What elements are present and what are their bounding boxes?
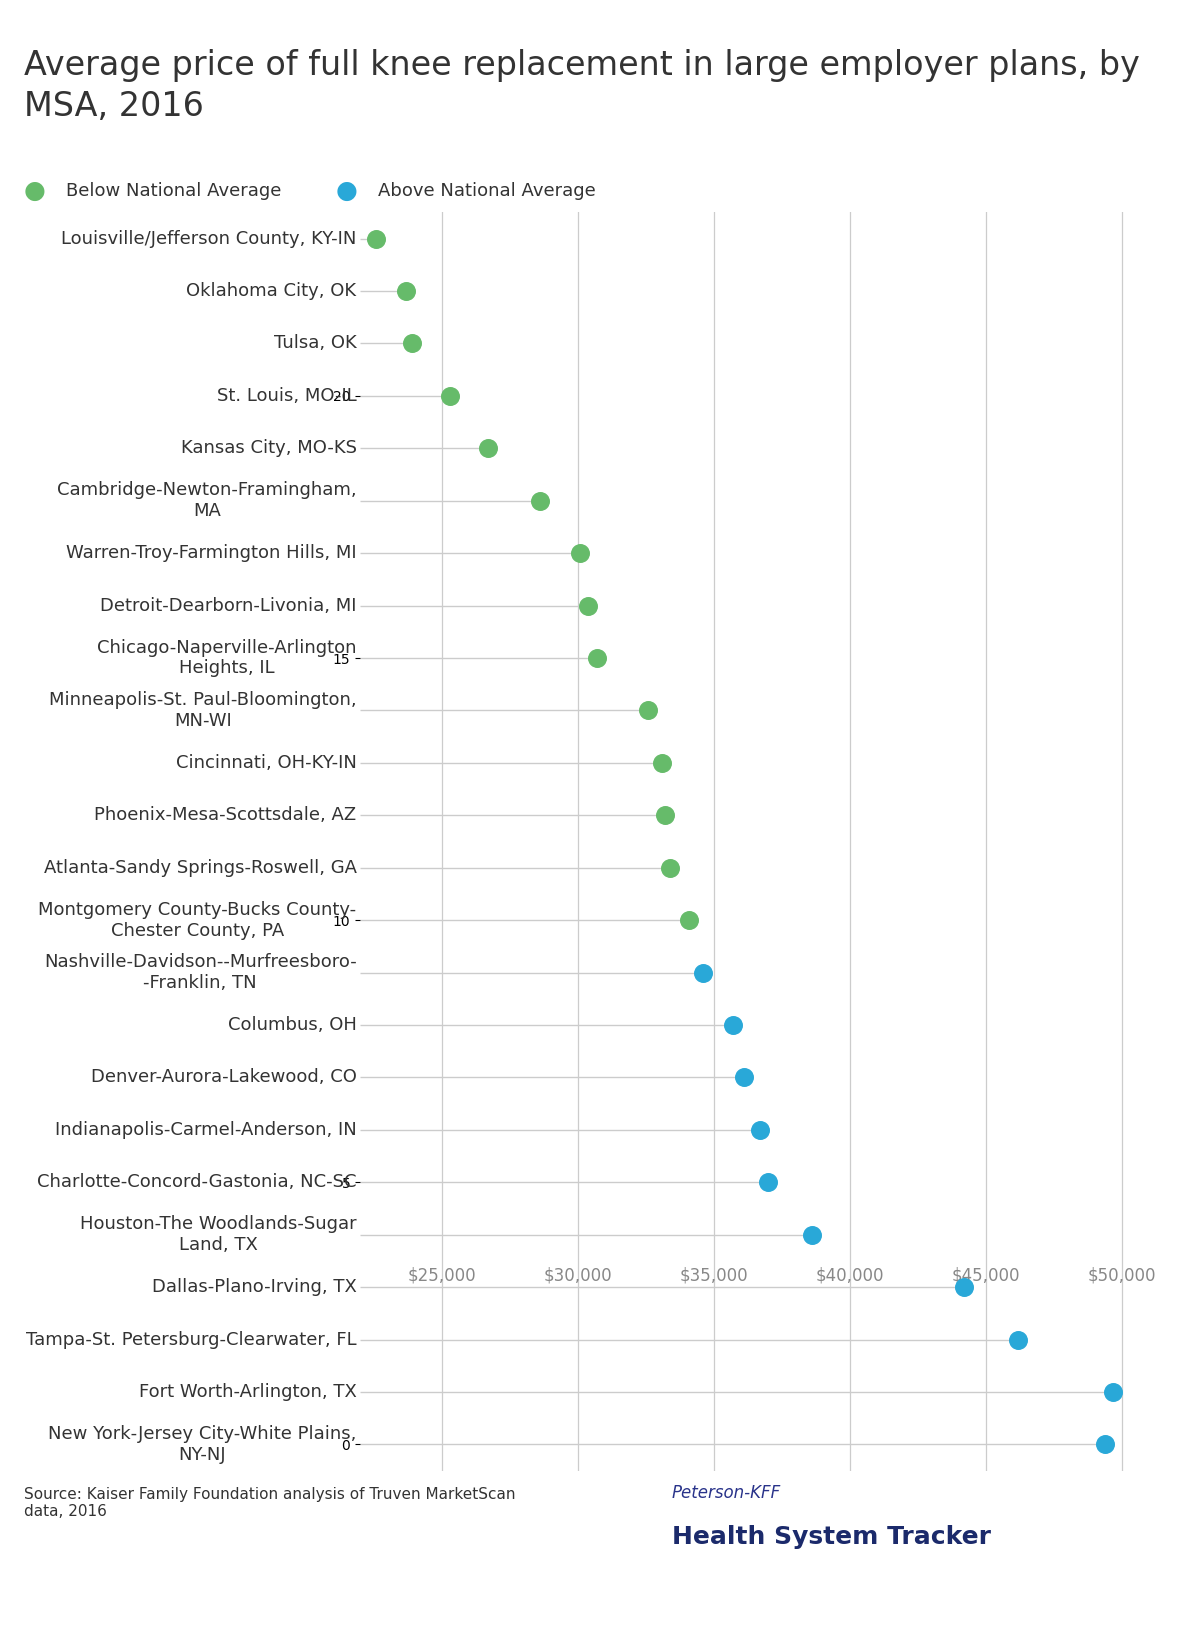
Point [758, 1170, 778, 1196]
Text: Peterson-KFF: Peterson-KFF [672, 1484, 781, 1502]
Point [530, 487, 550, 513]
Text: Phoenix-Mesa-Scottsdale, AZ: Phoenix-Mesa-Scottsdale, AZ [95, 806, 356, 824]
Point [1009, 1327, 1028, 1353]
Text: ●: ● [336, 180, 358, 203]
Point [694, 959, 713, 985]
Point [1104, 1379, 1123, 1405]
Text: Houston-The Woodlands-Sugar
Land, TX: Houston-The Woodlands-Sugar Land, TX [80, 1216, 356, 1253]
Point [638, 698, 658, 724]
Text: St. Louis, MO-IL: St. Louis, MO-IL [217, 387, 356, 405]
Text: Indianapolis-Carmel-Anderson, IN: Indianapolis-Carmel-Anderson, IN [55, 1121, 356, 1139]
Text: Kansas City, MO-KS: Kansas City, MO-KS [180, 440, 356, 458]
Point [402, 330, 421, 356]
Point [660, 855, 679, 881]
Point [734, 1064, 754, 1090]
Text: New York-Jersey City-White Plains,
NY-NJ: New York-Jersey City-White Plains, NY-NJ [48, 1425, 356, 1464]
Point [802, 1222, 821, 1248]
Point [653, 750, 672, 776]
Text: Louisville/Jefferson County, KY-IN: Louisville/Jefferson County, KY-IN [61, 230, 356, 248]
Text: Oklahoma City, OK: Oklahoma City, OK [186, 283, 356, 301]
Text: Minneapolis-St. Paul-Bloomington,
MN-WI: Minneapolis-St. Paul-Bloomington, MN-WI [49, 691, 356, 730]
Point [954, 1275, 973, 1301]
Text: Below National Average: Below National Average [66, 181, 281, 201]
Text: Dallas-Plano-Irving, TX: Dallas-Plano-Irving, TX [151, 1278, 356, 1296]
Text: Chicago-Naperville-Arlington
Heights, IL: Chicago-Naperville-Arlington Heights, IL [97, 639, 356, 678]
Point [397, 278, 416, 304]
Point [587, 645, 606, 672]
Text: Denver-Aurora-Lakewood, CO: Denver-Aurora-Lakewood, CO [91, 1069, 356, 1087]
Point [679, 907, 698, 933]
Point [367, 225, 386, 252]
Point [571, 541, 590, 567]
Text: Nashville-Davidson--Murfreesboro-
-Franklin, TN: Nashville-Davidson--Murfreesboro- -Frank… [43, 953, 356, 992]
Point [724, 1011, 743, 1038]
Text: Montgomery County-Bucks County-
Chester County, PA: Montgomery County-Bucks County- Chester … [38, 900, 356, 940]
Text: Warren-Troy-Farmington Hills, MI: Warren-Troy-Farmington Hills, MI [66, 544, 356, 562]
Text: Health System Tracker: Health System Tracker [672, 1525, 991, 1549]
Point [1096, 1431, 1115, 1458]
Text: Columbus, OH: Columbus, OH [228, 1016, 356, 1034]
Text: Tulsa, OK: Tulsa, OK [274, 335, 356, 353]
Text: Tampa-St. Petersburg-Clearwater, FL: Tampa-St. Petersburg-Clearwater, FL [26, 1330, 356, 1348]
Text: Cambridge-Newton-Framingham,
MA: Cambridge-Newton-Framingham, MA [56, 482, 356, 520]
Point [750, 1116, 769, 1142]
Point [655, 802, 674, 828]
Text: Cincinnati, OH-KY-IN: Cincinnati, OH-KY-IN [175, 753, 356, 771]
Text: Above National Average: Above National Average [378, 181, 595, 201]
Text: Detroit-Dearborn-Livonia, MI: Detroit-Dearborn-Livonia, MI [100, 596, 356, 614]
Text: Average price of full knee replacement in large employer plans, by
MSA, 2016: Average price of full knee replacement i… [24, 49, 1140, 123]
Text: ●: ● [24, 180, 46, 203]
Text: Atlanta-Sandy Springs-Roswell, GA: Atlanta-Sandy Springs-Roswell, GA [43, 859, 356, 877]
Point [479, 435, 498, 461]
Text: Fort Worth-Arlington, TX: Fort Worth-Arlington, TX [139, 1382, 356, 1400]
Text: Source: Kaiser Family Foundation analysis of Truven MarketScan
data, 2016: Source: Kaiser Family Foundation analysi… [24, 1487, 516, 1520]
Point [440, 382, 460, 408]
Point [578, 593, 598, 619]
Text: Charlotte-Concord-Gastonia, NC-SC: Charlotte-Concord-Gastonia, NC-SC [37, 1173, 356, 1191]
